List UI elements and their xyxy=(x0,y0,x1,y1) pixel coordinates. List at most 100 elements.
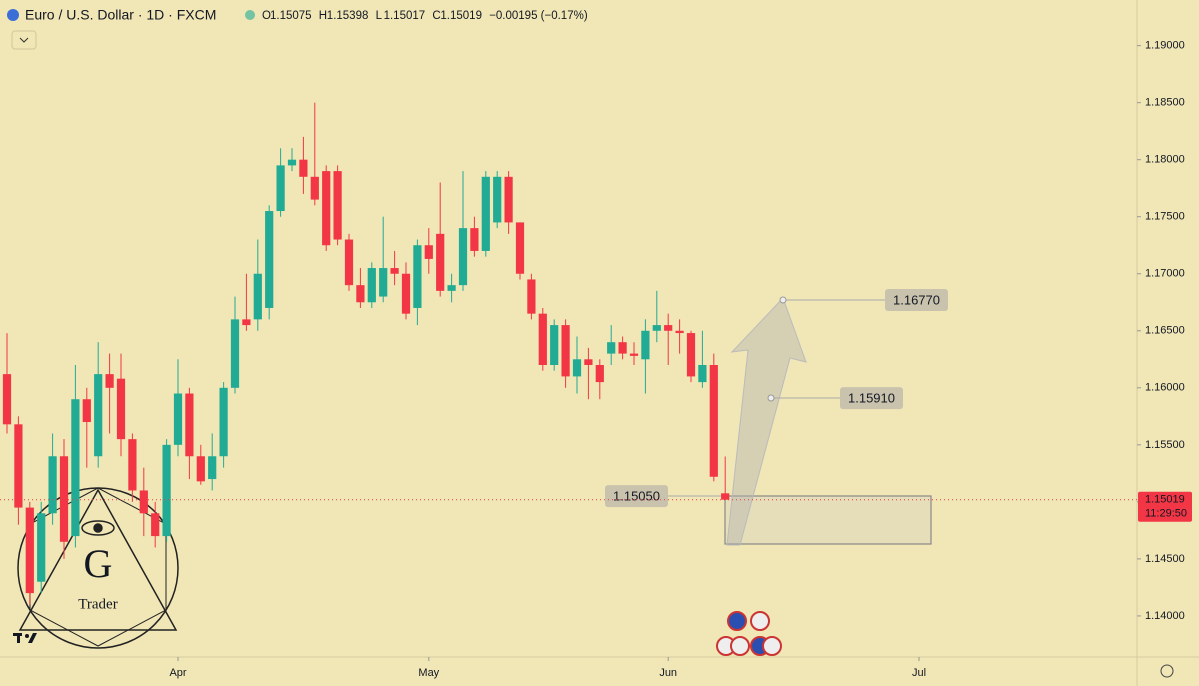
candle-body xyxy=(675,330,684,334)
ohlc-value: 1.15075 xyxy=(270,10,312,22)
candle-body xyxy=(470,228,479,251)
candle-body xyxy=(504,176,513,223)
level-label-box xyxy=(885,288,948,311)
y-tick-label: 1.14000 xyxy=(1145,610,1185,622)
event-icons xyxy=(716,611,782,656)
candle-body xyxy=(310,176,319,200)
ohlc-key: L xyxy=(376,10,383,22)
y-tick-label: 1.14500 xyxy=(1145,553,1185,565)
candle-body xyxy=(686,333,696,377)
candle-body xyxy=(584,359,593,365)
ohlc-key: O xyxy=(262,10,271,22)
candle-body xyxy=(128,439,137,491)
settings-icon[interactable] xyxy=(1160,664,1174,678)
candle-body xyxy=(561,325,570,377)
y-tick-label: 1.16000 xyxy=(1145,382,1185,394)
candle-body xyxy=(379,268,388,297)
candle-body xyxy=(709,365,718,477)
candle-body xyxy=(322,171,331,246)
y-tick-label: 1.16500 xyxy=(1145,325,1185,337)
tv-logo xyxy=(13,633,37,643)
candle-body xyxy=(367,268,376,303)
x-tick-label: Apr xyxy=(169,667,186,679)
candle-body xyxy=(493,176,502,223)
candle-body xyxy=(481,176,490,251)
candle-body xyxy=(458,228,468,286)
y-tick-label: 1.19000 xyxy=(1145,40,1185,52)
market-status xyxy=(245,10,255,20)
candle-body xyxy=(173,393,183,445)
level-label: 1.15910 xyxy=(848,391,895,406)
candle-body xyxy=(162,444,171,537)
candle-body xyxy=(652,325,661,331)
candle-body xyxy=(151,513,160,537)
collapse-icon xyxy=(19,37,29,43)
candle-body xyxy=(436,233,445,291)
last-price-label: 1.15019 xyxy=(1145,494,1185,506)
candle-body xyxy=(572,359,582,377)
candle-body xyxy=(721,493,730,500)
x-tick-label: May xyxy=(418,667,439,679)
candle-body xyxy=(265,211,274,308)
level-label: 1.16770 xyxy=(893,292,940,307)
candle-body xyxy=(25,507,34,594)
symbol-icon xyxy=(7,9,19,21)
y-tick-label: 1.15500 xyxy=(1145,439,1185,451)
candle-body xyxy=(242,319,251,326)
y-tick-label: 1.18000 xyxy=(1145,154,1185,166)
ohlc-value: 1.15017 xyxy=(384,10,426,22)
level-label-box xyxy=(840,387,903,410)
candle-body xyxy=(276,165,285,212)
level-label: 1.15050 xyxy=(613,489,660,504)
candle-body xyxy=(116,378,126,440)
logo-text: Trader xyxy=(78,596,117,612)
candle-body xyxy=(698,365,707,383)
candle-body xyxy=(48,456,57,514)
y-tick-label: 1.18500 xyxy=(1145,97,1185,109)
ohlc-change: −0.00195 (−0.17%) xyxy=(489,10,588,22)
candle-body xyxy=(105,374,114,388)
candle-body xyxy=(618,342,627,354)
candle-body xyxy=(185,393,194,457)
projection xyxy=(668,296,932,546)
candle-body xyxy=(139,490,148,514)
ohlc-value: 1.15398 xyxy=(327,10,369,22)
candle-body xyxy=(230,319,240,388)
candle-body xyxy=(287,159,297,166)
y-tick-label: 1.17000 xyxy=(1145,268,1185,280)
candle-body xyxy=(253,273,262,320)
candle-body xyxy=(299,159,308,177)
candle-body xyxy=(390,268,399,274)
x-tick-label: Jul xyxy=(912,667,926,679)
candle-body xyxy=(196,456,205,482)
ohlc-value: 1.15019 xyxy=(440,10,482,22)
candle-body xyxy=(607,342,616,354)
candle-body xyxy=(424,245,433,259)
candle-body xyxy=(37,513,46,582)
candle-body xyxy=(401,273,411,314)
candle-body xyxy=(641,330,650,360)
last-price-box xyxy=(1138,491,1192,522)
symbol-title: Euro / U.S. Dollar · 1D · FXCM xyxy=(25,7,216,23)
candle-body xyxy=(515,222,525,274)
ohlc-key: C xyxy=(432,10,440,22)
candle-body xyxy=(333,171,342,240)
candle-body xyxy=(527,279,536,314)
candle-body xyxy=(413,245,422,308)
candle-body xyxy=(14,424,23,508)
candle-body xyxy=(208,456,217,480)
candle-body xyxy=(538,313,547,365)
candle-body xyxy=(344,239,354,286)
x-tick-label: Jun xyxy=(659,667,677,679)
level-label-box xyxy=(605,485,668,508)
ohlc-key: H xyxy=(319,10,327,22)
candle-body xyxy=(219,387,228,457)
collapse-button[interactable] xyxy=(11,30,37,50)
candle-body xyxy=(2,374,12,425)
y-tick-label: 1.17500 xyxy=(1145,211,1185,223)
countdown: 11:29:50 xyxy=(1145,508,1187,520)
logo-letter: G xyxy=(84,541,113,586)
candle-body xyxy=(356,285,365,303)
